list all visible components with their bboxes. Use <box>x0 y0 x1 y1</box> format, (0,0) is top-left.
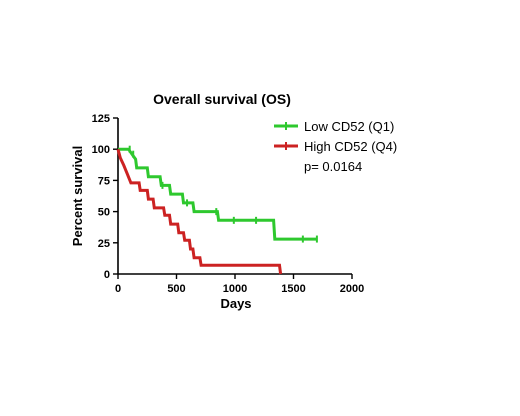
series-layer <box>116 145 318 275</box>
y-tick-label: 125 <box>92 113 110 125</box>
series-line-high-cd52 <box>116 148 283 275</box>
x-axis-label: Days <box>220 296 251 311</box>
x-ticks: 0 500 1000 1500 2000 <box>115 274 364 295</box>
legend-label-low-cd52: Low CD52 (Q1) <box>304 119 394 134</box>
y-tick-label: 0 <box>104 269 110 281</box>
legend-label-high-cd52: High CD52 (Q4) <box>304 139 397 154</box>
x-tick-label: 0 <box>115 283 121 295</box>
x-tick-label: 1000 <box>223 283 247 295</box>
y-tick-label: 100 <box>92 144 110 156</box>
chart-title: Overall survival (OS) <box>153 91 291 107</box>
series-line-low-cd52 <box>118 147 317 241</box>
y-axis-label: Percent survival <box>70 146 85 246</box>
x-tick-label: 2000 <box>340 283 364 295</box>
legend: Low CD52 (Q1) High CD52 (Q4) p= 0.0164 <box>274 119 397 174</box>
y-ticks: 0 25 50 75 100 125 <box>92 113 118 281</box>
y-tick-label: 75 <box>98 175 110 187</box>
x-tick-label: 1500 <box>281 283 305 295</box>
p-value-annotation: p= 0.0164 <box>304 159 362 174</box>
y-tick-label: 25 <box>98 238 110 250</box>
y-tick-label: 50 <box>98 207 110 219</box>
x-tick-label: 500 <box>167 283 185 295</box>
